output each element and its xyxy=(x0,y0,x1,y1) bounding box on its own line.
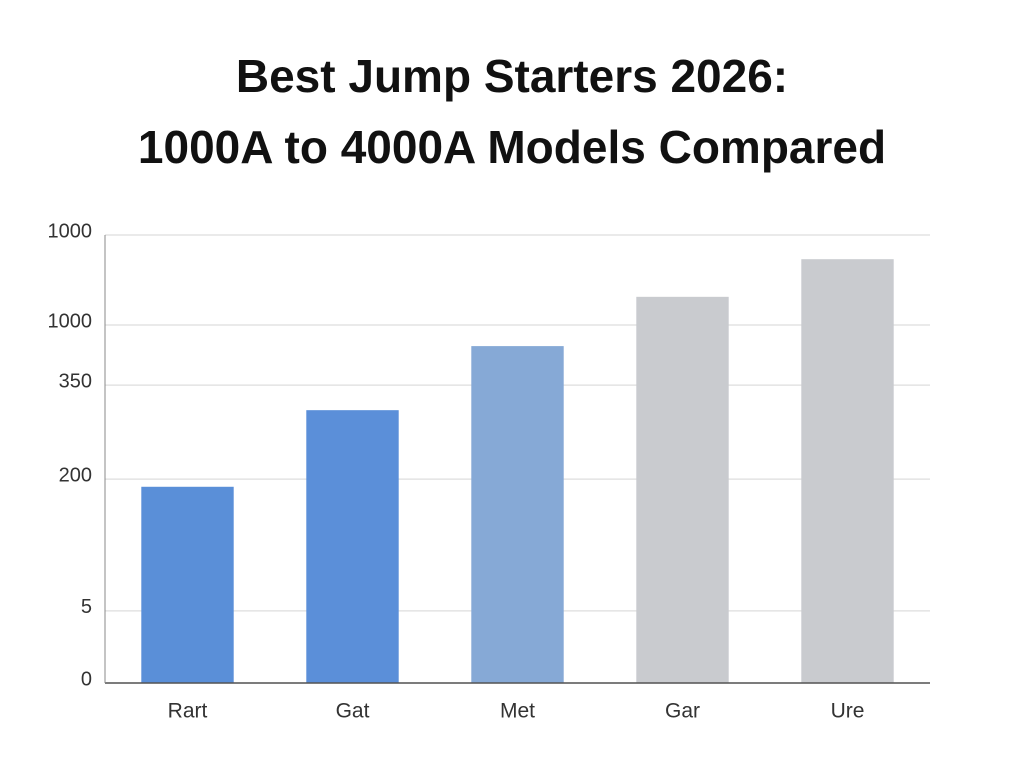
y-tick-label: 5 xyxy=(81,596,92,618)
x-tick-label: Met xyxy=(500,700,535,723)
y-tick-label: 350 xyxy=(59,370,92,392)
bar xyxy=(306,410,399,683)
y-tick-label: 1000 xyxy=(48,220,93,242)
bar xyxy=(141,486,234,683)
y-tick-label: 0 xyxy=(81,668,92,690)
y-tick-label: 200 xyxy=(59,464,92,486)
y-tick-label: 1000 xyxy=(48,310,93,332)
x-tick-label: Gar xyxy=(665,700,700,723)
x-tick-label: Ure xyxy=(831,700,865,723)
bar xyxy=(636,296,729,683)
bar xyxy=(471,346,564,683)
bar xyxy=(801,259,894,683)
x-tick-label: Rart xyxy=(168,700,208,723)
chart-title: 1000A to 4000A Models Compared xyxy=(138,121,886,173)
x-tick-label: Gat xyxy=(336,700,370,723)
chart-title: Best Jump Starters 2026: xyxy=(236,50,788,102)
